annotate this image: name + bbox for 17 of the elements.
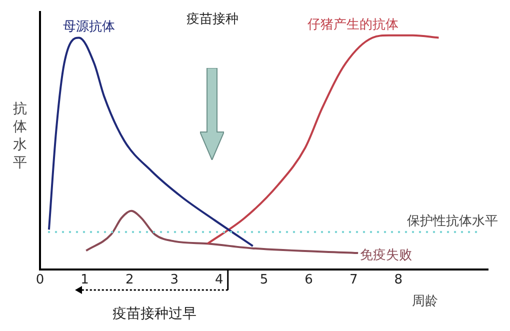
x-tick-label: 5 [260, 272, 268, 288]
x-tick-label: 4 [215, 272, 224, 288]
x-tick-label: 6 [304, 272, 313, 288]
text: 疫苗接种 [185, 11, 240, 28]
x-tick-label: 0 [36, 272, 44, 288]
x-axis-title: 周龄 [412, 293, 438, 310]
series-label: 免疫失败 [360, 248, 412, 263]
x-tick-label: 2 [125, 272, 134, 288]
x-tick-label: 3 [170, 272, 179, 288]
series-label: 仔猪产生的抗体 [308, 17, 399, 32]
x-tick-label: 8 [394, 272, 403, 288]
text: 疫苗接种过早 [111, 305, 198, 324]
series-label: 母源抗体 [62, 20, 115, 35]
x-tick-label: 1 [80, 272, 89, 288]
ref-line-label: 保护性抗体水平 [407, 214, 498, 229]
y-axis-title: 抗体水平 [12, 100, 28, 172]
x-tick-label: 7 [349, 272, 358, 288]
